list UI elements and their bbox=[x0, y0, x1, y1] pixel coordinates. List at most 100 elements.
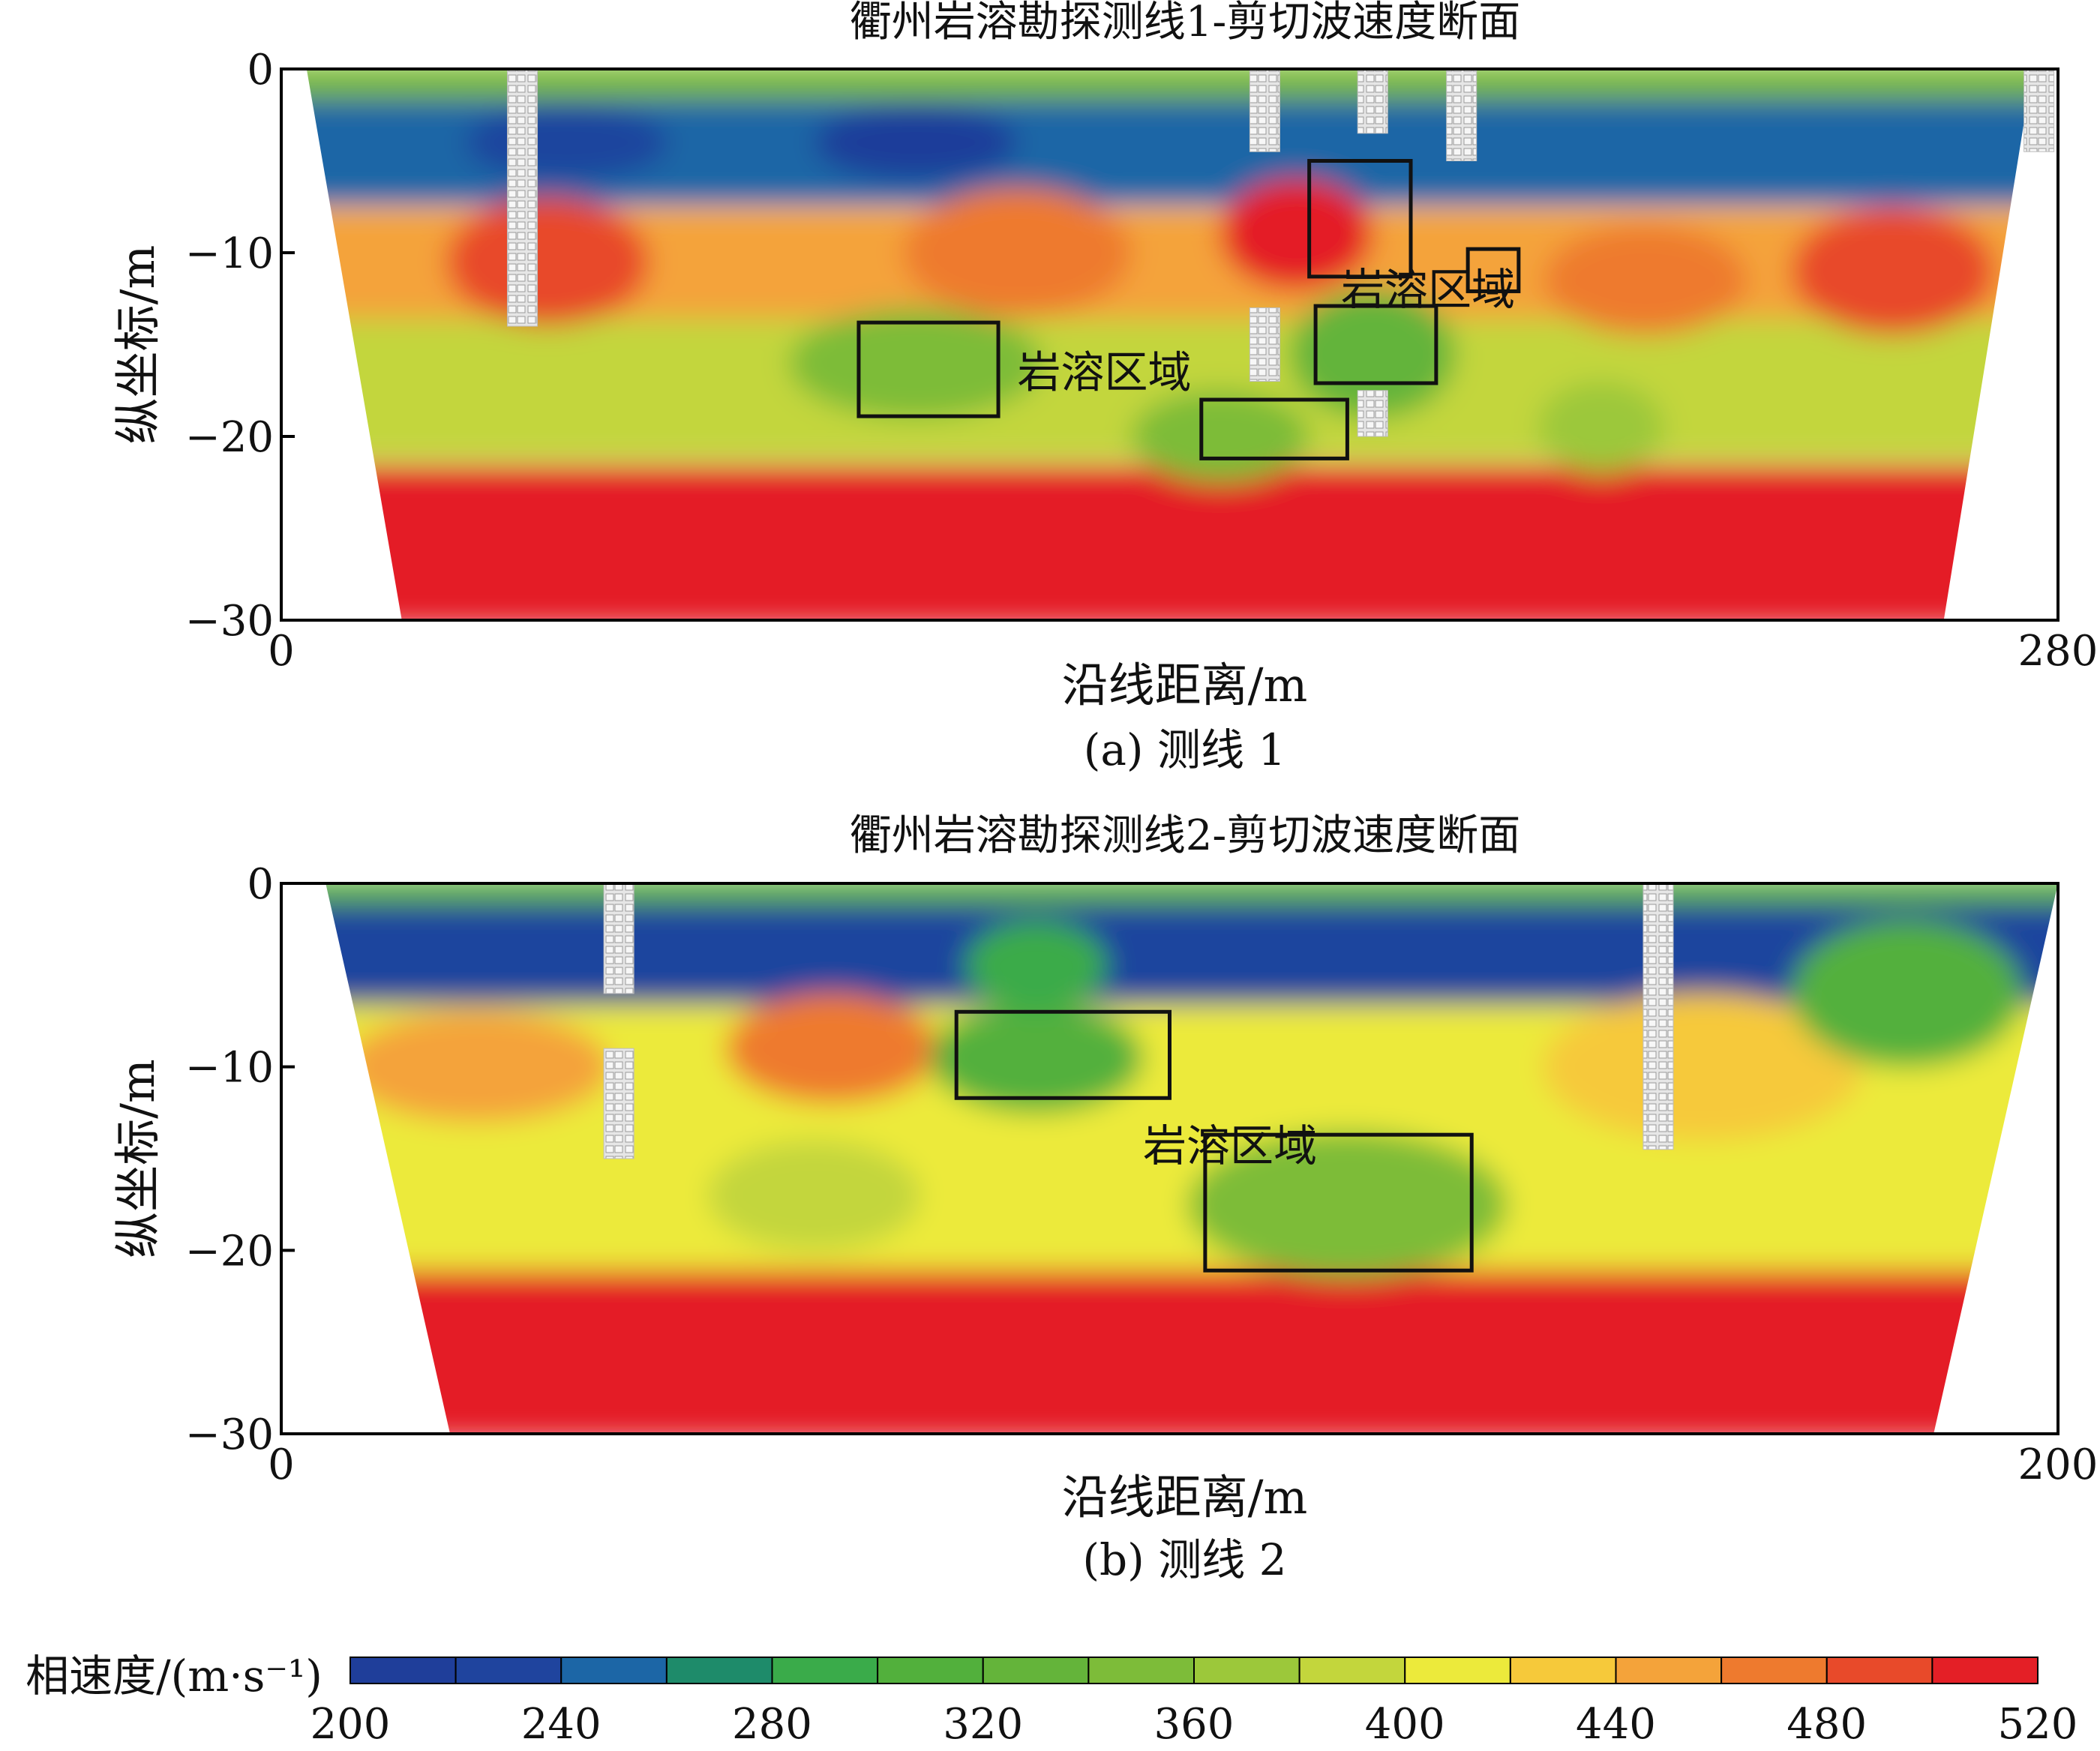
colorbar-segment-0 bbox=[350, 1657, 457, 1684]
velocity-layer-3 bbox=[326, 1270, 2058, 1434]
velocity-anomaly-3 bbox=[1187, 1131, 1508, 1279]
y-tick-label-0: 0 bbox=[247, 860, 274, 909]
velocity-anomaly-6 bbox=[1290, 289, 1456, 418]
karst-zone-label-0: 岩溶区域 bbox=[1143, 1120, 1317, 1171]
karst-box-0 bbox=[856, 320, 1000, 418]
panel2-x-tick-0: 0 bbox=[268, 1441, 295, 1489]
panel2-plot-frame bbox=[280, 882, 2060, 1435]
borehole-2 bbox=[1357, 68, 1388, 134]
velocity-anomaly-9 bbox=[814, 106, 1018, 179]
y-tick-label-3: −30 bbox=[185, 597, 274, 646]
panel1-plot-frame bbox=[280, 67, 2060, 622]
colorbar-segment-8 bbox=[1193, 1657, 1300, 1684]
colorbar-segment-2 bbox=[560, 1657, 668, 1684]
colorbar-segment-5 bbox=[877, 1657, 984, 1684]
colorbar-segment-14 bbox=[1826, 1657, 1934, 1684]
panel1-heatmap bbox=[306, 69, 2033, 620]
karst-zone-label-0: 岩溶区域 bbox=[1017, 346, 1191, 397]
karst-box-2 bbox=[1307, 159, 1413, 279]
velocity-anomaly-8 bbox=[1538, 381, 1665, 473]
borehole-0 bbox=[507, 68, 538, 327]
panel1-x-tick-0: 0 bbox=[268, 627, 295, 676]
velocity-anomaly-0 bbox=[343, 1012, 610, 1123]
colorbar-tick-3: 320 bbox=[943, 1700, 1023, 1749]
velocity-anomaly-10 bbox=[465, 106, 669, 179]
colorbar-tick-6: 440 bbox=[1576, 1700, 1656, 1749]
panel2-annotations: 岩溶区域 bbox=[1143, 1120, 1317, 1171]
velocity-anomaly-1 bbox=[725, 993, 939, 1104]
panel2-karst-boxes bbox=[954, 1009, 1474, 1273]
colorbar-segment-11 bbox=[1509, 1657, 1617, 1684]
borehole-1 bbox=[603, 1048, 634, 1159]
panel2-boreholes bbox=[603, 883, 1674, 1159]
y-tick-label-1: −10 bbox=[185, 1044, 274, 1093]
panel2-title: 衢州岩溶勘探测线2-剪切波速度断面 bbox=[850, 811, 1521, 860]
velocity-anomaly-5 bbox=[1791, 919, 2023, 1067]
colorbar-segment-1 bbox=[454, 1657, 562, 1684]
borehole-2 bbox=[1642, 883, 1674, 1150]
panel2-y-axis-label: 纵坐标/m bbox=[110, 1059, 165, 1258]
velocity-anomaly-4 bbox=[1542, 993, 1863, 1141]
panel2-y-ticks: 0 −10 −20 −30 bbox=[185, 860, 295, 1459]
karst-box-3 bbox=[1313, 304, 1438, 385]
velocity-anomaly-5 bbox=[788, 307, 1043, 418]
karst-box-1 bbox=[1203, 1132, 1474, 1273]
colorbar-segments bbox=[350, 1657, 2038, 1684]
colorbar-tick-2: 280 bbox=[732, 1700, 812, 1749]
panel1-y-axis-label: 纵坐标/m bbox=[110, 245, 165, 445]
borehole-3 bbox=[1446, 68, 1478, 161]
colorbar-segment-4 bbox=[771, 1657, 879, 1684]
colorbar-segment-6 bbox=[982, 1657, 1090, 1684]
velocity-anomaly-7 bbox=[1131, 390, 1310, 483]
y-tick-label-1: −10 bbox=[185, 229, 274, 278]
velocity-anomaly-4 bbox=[1791, 206, 1995, 336]
panel1-boreholes bbox=[507, 68, 2055, 437]
panel2-caption: (b) 测线 2 bbox=[1082, 1534, 1286, 1585]
velocity-anomaly-8 bbox=[1169, 910, 1614, 985]
panel1-caption: (a) 测线 1 bbox=[1084, 724, 1286, 775]
velocity-anomaly-2 bbox=[929, 1003, 1143, 1113]
borehole-0 bbox=[603, 883, 634, 994]
karst-box-4 bbox=[1466, 247, 1521, 293]
panel2-x-axis-label: 沿线距离/m bbox=[1062, 1470, 1308, 1525]
colorbar-segment-3 bbox=[665, 1657, 773, 1684]
borehole-6 bbox=[2024, 68, 2055, 152]
colorbar-segment-10 bbox=[1404, 1657, 1511, 1684]
panel1-y-ticks: 0 −10 −20 −30 bbox=[185, 46, 295, 646]
panel1-x-tick-max: 280 bbox=[2018, 627, 2098, 676]
karst-box-1 bbox=[1199, 397, 1349, 460]
colorbar-segment-7 bbox=[1088, 1657, 1195, 1684]
borehole-1 bbox=[1249, 68, 1280, 152]
colorbar-segment-13 bbox=[1720, 1657, 1828, 1684]
velocity-anomaly-3 bbox=[1544, 225, 1748, 336]
colorbar-tick-0: 200 bbox=[310, 1700, 391, 1749]
y-tick-label-2: −20 bbox=[185, 1227, 274, 1276]
karst-box-0 bbox=[954, 1009, 1172, 1100]
colorbar-segment-15 bbox=[1931, 1657, 2038, 1684]
colorbar-ticks: 200 240 280 320 360 400 440 480 520 bbox=[310, 1700, 2078, 1749]
borehole-4 bbox=[1249, 307, 1280, 382]
velocity-layer-4 bbox=[306, 466, 2033, 620]
panel2-x-tick-max: 200 bbox=[2018, 1441, 2098, 1489]
colorbar-segment-12 bbox=[1615, 1657, 1723, 1684]
colorbar-tick-1: 240 bbox=[521, 1700, 602, 1749]
panel1-title: 衢州岩溶勘探测线1-剪切波速度断面 bbox=[850, 0, 1521, 46]
colorbar-tick-8: 520 bbox=[1998, 1700, 2078, 1749]
colorbar-label: 相速度/(m·s⁻¹) bbox=[26, 1651, 322, 1702]
panel-line2: 衢州岩溶勘探测线2-剪切波速度断面 岩溶区域 0−10−20−30 0 200 … bbox=[110, 811, 2098, 1585]
y-tick-label-0: 0 bbox=[247, 46, 274, 94]
panel1-karst-boxes bbox=[856, 159, 1521, 460]
y-tick-label-2: −20 bbox=[185, 413, 274, 462]
colorbar-tick-5: 400 bbox=[1365, 1700, 1445, 1749]
karst-zone-label-1: 岩溶区域 bbox=[1341, 264, 1515, 315]
panel1-x-axis-label: 沿线距离/m bbox=[1062, 658, 1308, 712]
borehole-5 bbox=[1357, 390, 1388, 437]
velocity-anomaly-6 bbox=[707, 1140, 921, 1251]
y-tick-label-3: −30 bbox=[185, 1411, 274, 1459]
velocity-anomaly-2 bbox=[1220, 179, 1373, 289]
colorbar-segment-9 bbox=[1298, 1657, 1406, 1684]
velocity-anomaly-7 bbox=[965, 919, 1108, 1012]
